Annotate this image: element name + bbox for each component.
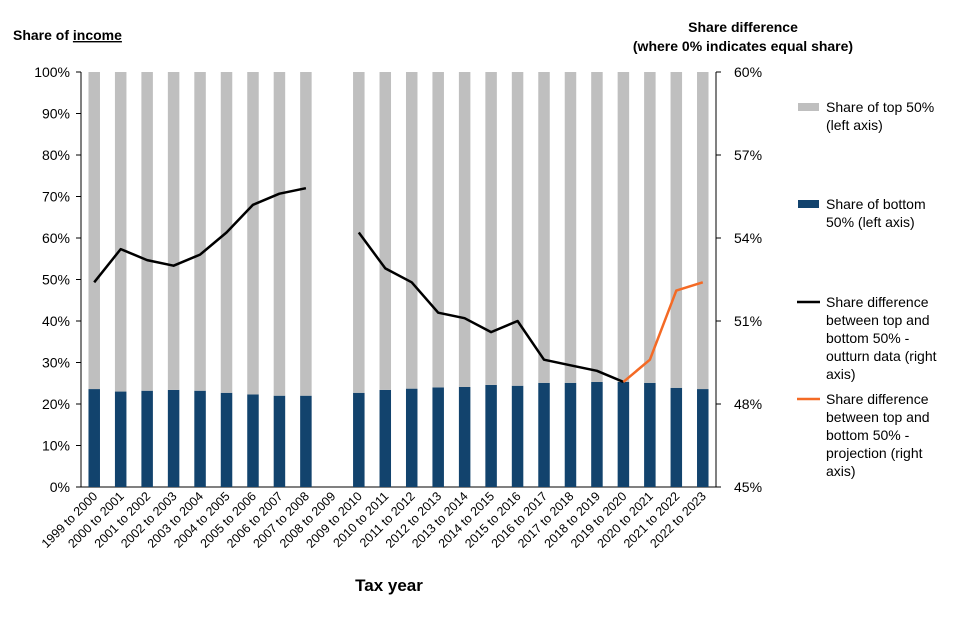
left-tick-label: 10%: [42, 438, 70, 454]
left-tick-label: 90%: [42, 106, 70, 122]
right-axis-title-line: Share difference: [688, 19, 798, 35]
bar-top-50: [114, 72, 127, 392]
bar-bottom-50: [88, 389, 100, 487]
legend-label: (left axis): [826, 117, 883, 133]
bar-bottom-50: [247, 394, 259, 487]
bar-bottom-50: [617, 382, 630, 487]
bar-top-50: [458, 72, 471, 387]
legend-label: Share difference: [826, 294, 929, 310]
right-axis-title-line: (where 0% indicates equal share): [633, 38, 853, 54]
bar-top-50: [405, 72, 418, 389]
bar-top-50: [564, 72, 577, 383]
legend-label: bottom 50% -: [826, 427, 910, 443]
legend-label: bottom 50% -: [826, 330, 910, 346]
projection-line: [622, 281, 704, 383]
bar-top-50: [194, 72, 206, 391]
left-tick-label: 60%: [42, 230, 70, 246]
bar-bottom-50: [273, 395, 286, 487]
bar-top-50: [141, 72, 153, 391]
legend-label: axis): [826, 366, 856, 382]
bar-top-50: [670, 72, 683, 388]
left-tick-label: 0%: [50, 479, 70, 495]
bar-top-50: [167, 72, 180, 390]
right-tick-label: 51%: [734, 313, 762, 329]
bar-bottom-50: [379, 389, 392, 487]
bar-top-50: [300, 72, 312, 396]
bar-bottom-50: [194, 390, 206, 487]
left-tick-label: 80%: [42, 147, 70, 163]
left-axis-title: Share of income: [13, 27, 122, 43]
legend-swatch-bar: [798, 200, 819, 208]
bar-bottom-50: [670, 387, 683, 487]
legend-label: between top and: [826, 409, 930, 425]
bar-bottom-50: [220, 392, 233, 487]
legend-label: Share difference: [826, 391, 929, 407]
left-tick-label: 100%: [34, 64, 70, 80]
bar-top-50: [353, 72, 365, 393]
bar-top-50: [247, 72, 259, 395]
bar-top-50: [379, 72, 392, 390]
bar-top-50: [697, 72, 709, 390]
left-tick-label: 70%: [42, 189, 70, 205]
bar-bottom-50: [697, 389, 709, 487]
right-tick-label: 54%: [734, 230, 762, 246]
right-tick-label: 57%: [734, 147, 762, 163]
x-axis-title: Tax year: [355, 576, 423, 595]
legend-label: Share of bottom: [826, 196, 926, 212]
bar-bottom-50: [353, 392, 365, 487]
outturn-line: [93, 186, 307, 284]
bar-bottom-50: [485, 384, 497, 487]
bar-top-50: [432, 72, 444, 388]
legend-label: projection (right: [826, 445, 923, 461]
bar-bottom-50: [405, 388, 418, 487]
outturn-line: [357, 231, 624, 384]
bar-top-50: [617, 72, 630, 383]
legend-label: axis): [826, 463, 856, 479]
legend-label: between top and: [826, 312, 930, 328]
bar-bottom-50: [511, 385, 524, 487]
legend-label: Share of top 50%: [826, 99, 934, 115]
bar-top-50: [273, 72, 286, 396]
left-tick-label: 30%: [42, 355, 70, 371]
bar-bottom-50: [300, 395, 312, 487]
bar-top-50: [591, 72, 603, 383]
bar-bottom-50: [458, 386, 471, 487]
bar-top-50: [88, 72, 100, 390]
legend-label: outturn data (right: [826, 348, 937, 364]
bar-bottom-50: [432, 387, 444, 487]
bar-top-50: [511, 72, 524, 386]
right-tick-label: 60%: [734, 64, 762, 80]
bar-bottom-50: [114, 391, 127, 487]
left-tick-label: 20%: [42, 396, 70, 412]
bar-top-50: [644, 72, 656, 383]
legend-swatch-bar: [798, 103, 819, 111]
bar-bottom-50: [564, 382, 577, 487]
bar-top-50: [485, 72, 497, 385]
bar-bottom-50: [538, 382, 550, 487]
legend-label: 50% (left axis): [826, 214, 915, 230]
left-tick-label: 50%: [42, 272, 70, 288]
right-tick-label: 45%: [734, 479, 762, 495]
right-tick-label: 48%: [734, 396, 762, 412]
bar-bottom-50: [167, 389, 180, 487]
bar-top-50: [538, 72, 550, 383]
left-tick-label: 40%: [42, 313, 70, 329]
bar-bottom-50: [644, 382, 656, 487]
bar-bottom-50: [591, 382, 603, 487]
bar-bottom-50: [141, 390, 153, 487]
